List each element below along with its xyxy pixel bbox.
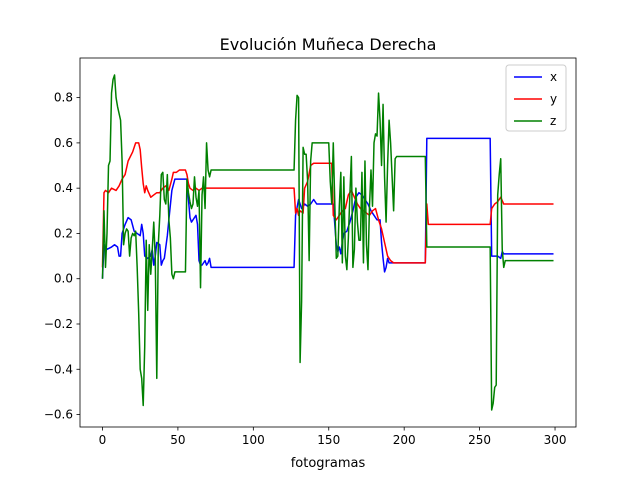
x-tick-label: 250 — [468, 433, 491, 447]
series-line-y — [101, 142, 554, 268]
x-tick-label: 300 — [544, 433, 567, 447]
x-tick-label: 50 — [170, 433, 185, 447]
x-axis-label: fotogramas — [291, 456, 366, 471]
legend: xyz — [505, 64, 567, 132]
x-tick-label: 150 — [317, 433, 340, 447]
y-tick-label: 0.8 — [54, 91, 73, 105]
legend-label-z: z — [550, 114, 556, 128]
y-tick-label: 0.2 — [54, 226, 73, 240]
y-tick-label: 0.6 — [54, 136, 73, 150]
y-tick-label: 0.4 — [54, 181, 73, 195]
plot-frame — [79, 57, 577, 428]
series-line-z — [101, 74, 554, 411]
legend-label-x: x — [550, 70, 557, 84]
y-tick-label: −0.6 — [44, 408, 73, 422]
y-tick-label: −0.2 — [44, 317, 73, 331]
axes: 0 50 100 150 200 250 300 −0.6 −0.4 −0.2 0.0 0.2 0.4 0… — [44, 57, 577, 447]
x-tick-label: 100 — [242, 433, 265, 447]
x-tick-label: 0 — [99, 433, 107, 447]
legend-label-y: y — [550, 92, 557, 106]
series-line-x — [101, 137, 554, 279]
y-tick-label: −0.4 — [44, 362, 73, 376]
x-tick-label: 200 — [393, 433, 416, 447]
chart-title: Evolución Muñeca Derecha — [220, 35, 437, 54]
plot-area — [101, 74, 554, 411]
y-tick-label: 0.0 — [54, 272, 73, 286]
legend-box — [505, 64, 567, 132]
